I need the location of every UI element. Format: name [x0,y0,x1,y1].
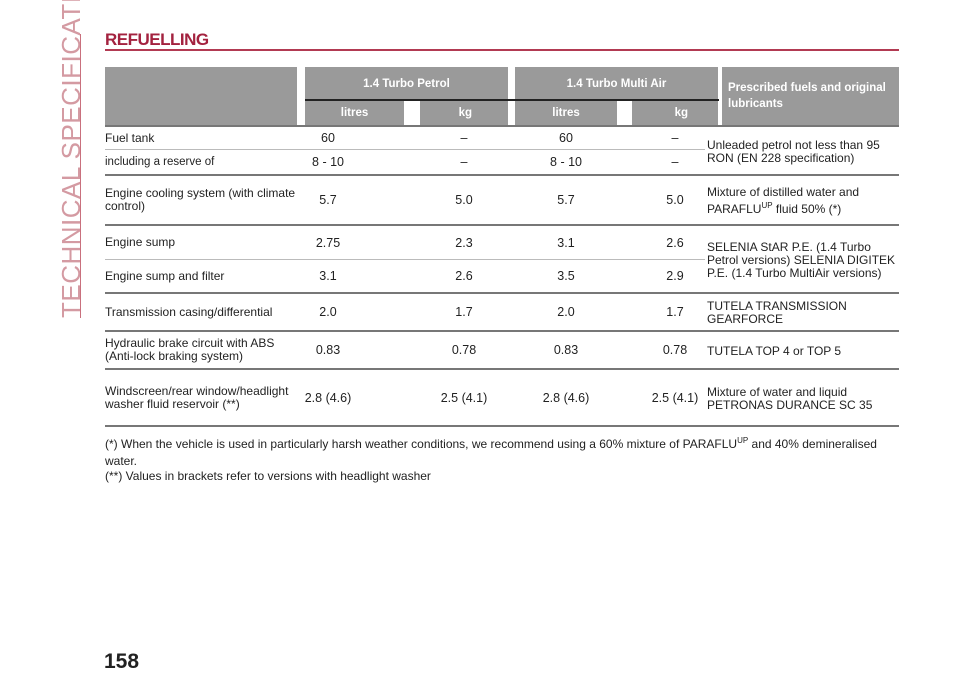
row-value: 2.6 [666,235,684,250]
table-row: Fuel tank 60 – 60 – [105,127,705,150]
row-value: – [460,155,468,169]
header-bottom-line [105,125,899,127]
section-divider [80,34,81,318]
footnote-1-text-end: and 40% demineralised water. [105,437,877,468]
subheader-kg-text: kg [674,107,688,119]
lubricant-fuel: Unleaded petrol not less than 95 RON (EN… [707,137,880,165]
row-label: including a reserve of [105,155,215,168]
footnote-1-sup: UP [737,436,749,445]
table-row: Hydraulic brake circuit with ABS (Anti-l… [105,332,899,370]
subheader-litres: litres [305,101,404,125]
header-turbo-petrol: 1.4 Turbo Petrol [305,67,508,100]
lubricant-washer: Mixture of water and liquid PETRONAS DUR… [707,384,873,412]
row-value: 2.8 (4.6) [542,390,590,405]
row-value: 5.0 [455,193,473,207]
title-underline [105,49,899,51]
page-number: 158 [104,650,140,673]
row-value: 3.1 [319,269,337,283]
table-row: Windscreen/rear window/headlight washer … [105,370,899,427]
page-title: REFUELLING [105,30,209,49]
row-value: 5.7 [557,193,575,207]
row-label: Engine sump and filter [105,268,225,283]
footnote-1: (*) When the vehicle is used in particul… [105,432,905,470]
row-value: 3.1 [557,235,575,250]
row-label: Transmission casing/differential [105,304,273,319]
row-value: 2.8 (4.6) [304,390,352,405]
row-value: 2.5 (4.1) [651,390,699,405]
row-value: 2.6 [455,269,473,283]
row-value: 1.7 [666,305,684,319]
row-value: 2.0 [319,305,337,319]
row-value: 0.83 [553,343,579,357]
header-turbo-multiair: 1.4 Turbo Multi Air [515,67,718,100]
row-value: 0.78 [451,343,477,357]
row-label: Engine sump [105,235,176,249]
row-value: 2.0 [557,305,575,319]
table-row: including a reserve of 8 - 10 – 8 - 10 – [105,150,899,176]
coolant-sup: UP [761,201,773,210]
row-value: – [671,155,679,169]
section-label: TECHNICAL SPECIFICATIONS [56,0,86,318]
lubricant-transmission: TUTELA TRANSMISSION GEARFORCE [707,299,847,326]
subheader-litres: litres [515,101,617,125]
row-value: 0.78 [662,343,688,357]
row-value: 8 - 10 [312,155,344,169]
row-label: Fuel tank [105,130,155,145]
row-label: Hydraulic brake circuit with ABS (Anti-l… [105,336,275,363]
header-lubricants: Prescribed fuels and original lubricants [722,67,899,125]
row-value: 2.75 [315,235,341,250]
header-blank [105,67,297,125]
row-value: 5.7 [319,193,337,207]
subheader-kg: kg [632,101,718,125]
lubricant-coolant: Mixture of distilled water and PARAFLUUP… [707,176,897,226]
row-value: 2.9 [666,269,684,283]
header-divider [305,99,719,101]
row-value: – [671,131,679,145]
row-value: 2.3 [455,235,473,250]
row-value: 60 [559,131,573,145]
row-value: – [460,131,468,145]
table-row: Engine cooling system (with climate cont… [105,176,899,226]
lubricant-brake: TUTELA TOP 4 or TOP 5 [707,343,842,358]
row-value: 0.83 [315,343,341,357]
footnote-2: (**) Values in brackets refer to version… [105,469,431,483]
row-value: 5.0 [666,193,684,207]
subheader-kg: kg [420,101,508,125]
row-value: 8 - 10 [550,155,582,169]
row-label: Engine cooling system (with climate cont… [105,186,296,213]
row-value: 60 [321,131,335,145]
lubricant-oil: SELENIA StAR P.E. (1.4 Turbo Petrol vers… [707,239,896,280]
coolant-text: Mixture of distilled water and PARAFLU [707,185,860,216]
table-row: Transmission casing/differential 2.0 1.7 2.… [105,294,899,332]
table-row: Engine sump and filter 3.1 2.6 3.5 2.9 [105,260,899,294]
row-value: 1.7 [455,305,473,319]
table-row: Engine sump 2.75 2.3 3.1 2.6 [105,226,705,260]
row-value: 2.5 (4.1) [440,390,488,405]
coolant-text-end: fluid 50% (*) [772,202,842,216]
row-label: Windscreen/rear window/headlight washer … [105,383,289,411]
row-value: 3.5 [557,269,575,283]
subheader-kg-text: kg [458,107,472,119]
footnote-1-text: (*) When the vehicle is used in particul… [105,437,738,451]
